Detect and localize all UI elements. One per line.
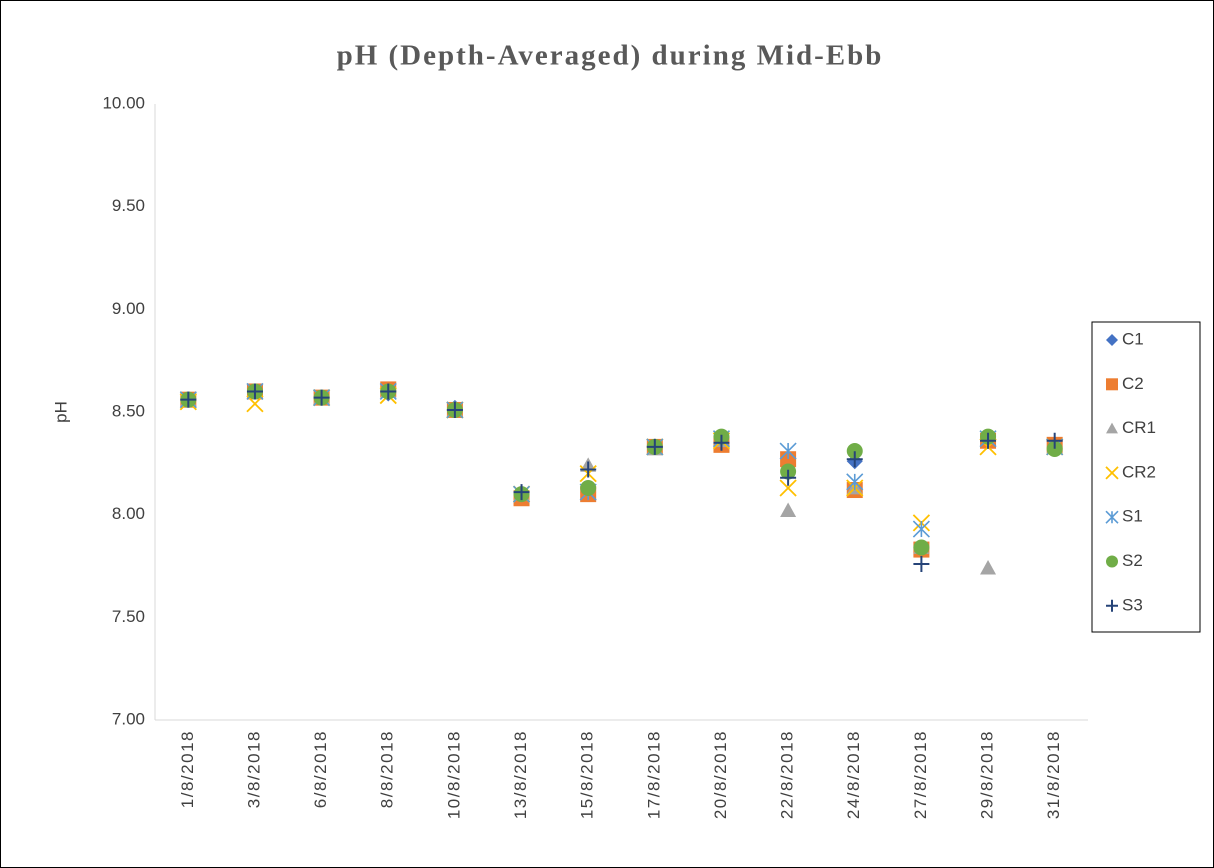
x-tick-label: 27/8/2018 [911,730,930,819]
legend-marker [1106,555,1118,568]
x-tick-label: 6/8/2018 [311,730,330,808]
point [846,443,863,460]
legend-marker [1106,422,1118,434]
legend-marker [1106,334,1118,346]
point [780,502,797,517]
point [980,560,997,575]
y-tick-label: 8.00 [112,504,145,523]
y-axis-label: pH [51,401,70,423]
legend-marker [1105,510,1119,524]
x-tick-label: 31/8/2018 [1044,730,1063,819]
legend-label: C2 [1122,374,1144,393]
point [580,479,597,496]
point [580,461,597,478]
y-tick-label: 7.50 [112,607,145,626]
point [313,389,330,406]
point [846,473,864,491]
legend-label: C1 [1122,329,1144,348]
point [779,479,797,497]
x-tick-label: 24/8/2018 [844,730,863,819]
x-tick-label: 29/8/2018 [978,730,997,819]
point [913,539,930,556]
point [780,469,797,486]
x-tick-label: 15/8/2018 [578,730,597,819]
x-tick-label: 13/8/2018 [511,730,530,819]
legend-label: S2 [1122,551,1143,570]
point [380,383,397,400]
legend [1091,321,1201,633]
x-tick-label: 10/8/2018 [444,730,463,819]
y-tick-label: 9.50 [112,196,145,215]
y-tick-label: 9.00 [112,299,145,318]
point [713,434,730,451]
point [913,555,930,572]
x-tick-label: 20/8/2018 [711,730,730,819]
y-tick-label: 10.00 [102,93,145,112]
y-tick-label: 7.00 [112,709,145,728]
point [912,520,930,538]
point [646,438,663,455]
y-tick-label: 8.50 [112,401,145,420]
legend-marker [1105,466,1119,480]
x-tick-label: 8/8/2018 [378,730,397,808]
point [779,442,797,460]
legend-label: S1 [1122,507,1143,526]
legend-label: CR1 [1122,418,1156,437]
point [1046,440,1063,457]
x-tick-label: 17/8/2018 [644,730,663,819]
x-tick-label: 1/8/2018 [178,730,197,808]
point [246,395,264,413]
legend-label: S3 [1122,595,1143,614]
chart-title: pH (Depth-Averaged) during Mid-Ebb [337,40,884,72]
point [846,451,863,468]
point [180,391,197,408]
point [246,383,263,400]
point [513,484,530,501]
x-tick-label: 22/8/2018 [778,730,797,819]
x-tick-label: 3/8/2018 [244,730,263,808]
point [446,401,463,418]
point [1046,432,1063,449]
legend-marker [1106,378,1118,391]
legend-marker [1106,599,1118,612]
point [980,432,997,449]
legend-label: CR2 [1122,462,1156,481]
